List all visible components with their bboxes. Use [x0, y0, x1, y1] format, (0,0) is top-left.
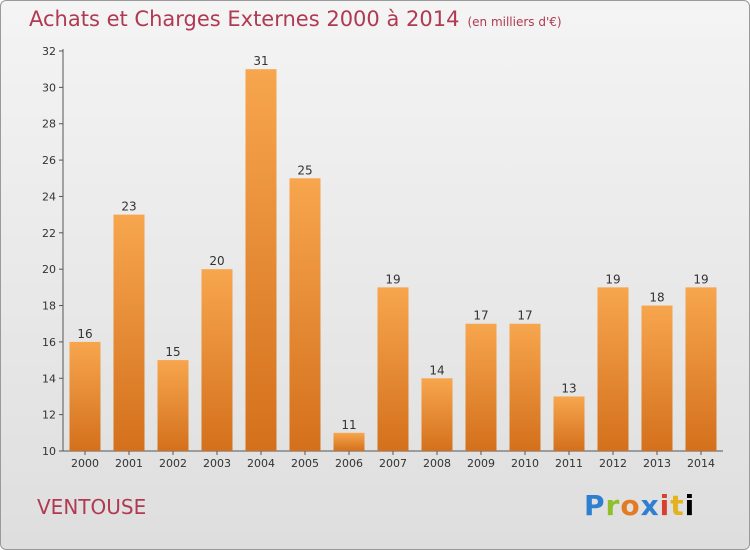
bar: [201, 269, 233, 451]
bar: [157, 360, 189, 451]
x-tick-label: 2013: [643, 457, 671, 470]
x-tick-label: 2001: [115, 457, 143, 470]
x-tick-label: 2011: [555, 457, 583, 470]
bar: [553, 396, 585, 451]
x-tick-label: 2007: [379, 457, 407, 470]
bar: [465, 323, 497, 451]
plot-area: 10 12 14 16 18 20 22 24 26 28 30 32 16 2000 23 2001 15 20…: [42, 45, 723, 470]
bar-value-label: 31: [253, 54, 268, 68]
y-tick-label: 28: [42, 118, 56, 131]
bar-value-label: 15: [165, 345, 180, 359]
x-tick-label: 2010: [511, 457, 539, 470]
y-tick-label: 24: [42, 190, 56, 203]
bar-value-label: 18: [649, 291, 664, 305]
bar-value-label: 19: [605, 272, 620, 286]
bar-value-label: 11: [341, 418, 356, 432]
x-tick-label: 2008: [423, 457, 451, 470]
x-tick-label: 2009: [467, 457, 495, 470]
x-tick-label: 2000: [71, 457, 99, 470]
x-tick-label: 2006: [335, 457, 363, 470]
y-tick-label: 16: [42, 336, 56, 349]
bar-value-label: 14: [429, 363, 444, 377]
bar-value-label: 23: [121, 200, 136, 214]
y-tick-label: 22: [42, 227, 56, 240]
commune-name: VENTOUSE: [37, 495, 147, 519]
x-tick-label: 2002: [159, 457, 187, 470]
bar: [597, 287, 629, 451]
y-tick-label: 26: [42, 154, 56, 167]
bar: [421, 378, 453, 451]
bar: [289, 178, 321, 452]
x-tick-label: 2014: [687, 457, 715, 470]
y-tick-label: 30: [42, 81, 56, 94]
bar-value-label: 13: [561, 381, 576, 395]
bar-value-label: 25: [297, 163, 312, 177]
y-tick-label: 12: [42, 409, 56, 422]
bar-value-label: 17: [473, 309, 488, 323]
bar-value-label: 17: [517, 309, 532, 323]
bar: [113, 214, 145, 451]
y-tick-label: 20: [42, 263, 56, 276]
x-tick-label: 2003: [203, 457, 231, 470]
bar-value-label: 19: [693, 272, 708, 286]
bar: [69, 341, 101, 451]
chart-title: Achats et Charges Externes 2000 à 2014 (e…: [29, 7, 562, 31]
bar-value-label: 20: [209, 254, 224, 268]
bar: [641, 305, 673, 451]
bar: [685, 287, 717, 451]
bar: [377, 287, 409, 451]
y-tick-label: 32: [42, 45, 56, 58]
x-tick-label: 2012: [599, 457, 627, 470]
x-tick-label: 2005: [291, 457, 319, 470]
bar: [245, 69, 277, 451]
y-tick-label: 10: [42, 445, 56, 458]
bar-value-label: 16: [77, 327, 92, 341]
y-tick-label: 18: [42, 300, 56, 313]
y-tick-label: 14: [42, 372, 56, 385]
bar-value-label: 19: [385, 272, 400, 286]
x-tick-label: 2004: [247, 457, 275, 470]
bar: [509, 323, 541, 451]
bar: [333, 432, 365, 451]
title-text: Achats et Charges Externes 2000 à 2014: [29, 7, 460, 31]
proxiti-logo: Proxiti: [584, 489, 696, 522]
chart-subtitle: (en milliers d'€): [467, 15, 562, 29]
bar-chart: 10 12 14 16 18 20 22 24 26 28 30 32 16 2000 23 2001 15 20…: [42, 45, 723, 470]
